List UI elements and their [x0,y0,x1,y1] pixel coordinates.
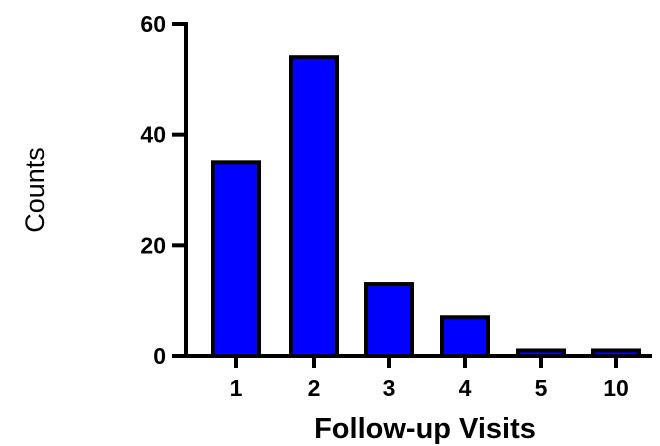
y-axis-label: Counts [20,147,50,233]
bars-group [211,55,641,359]
x-ticks-group: 1 2 3 4 5 10 [230,356,629,401]
y-tick-label: 40 [140,122,166,148]
y-tick-label: 0 [153,343,166,369]
x-tick-label: 10 [603,375,629,401]
y-tick-label: 60 [140,11,166,37]
x-tick-label: 1 [230,375,243,401]
x-tick-label: 2 [308,375,321,401]
y-tick-label: 20 [140,232,166,258]
bar-3 [364,282,414,359]
bar-1 [211,160,261,358]
x-tick-label: 5 [535,375,548,401]
y-ticks-group: 0 20 40 60 [140,11,186,369]
x-tick-label: 3 [383,375,396,401]
x-axis-label: Follow-up Visits [314,413,536,445]
x-tick-label: 4 [459,375,472,401]
bar-2 [289,55,339,358]
bar-4 [440,315,490,358]
